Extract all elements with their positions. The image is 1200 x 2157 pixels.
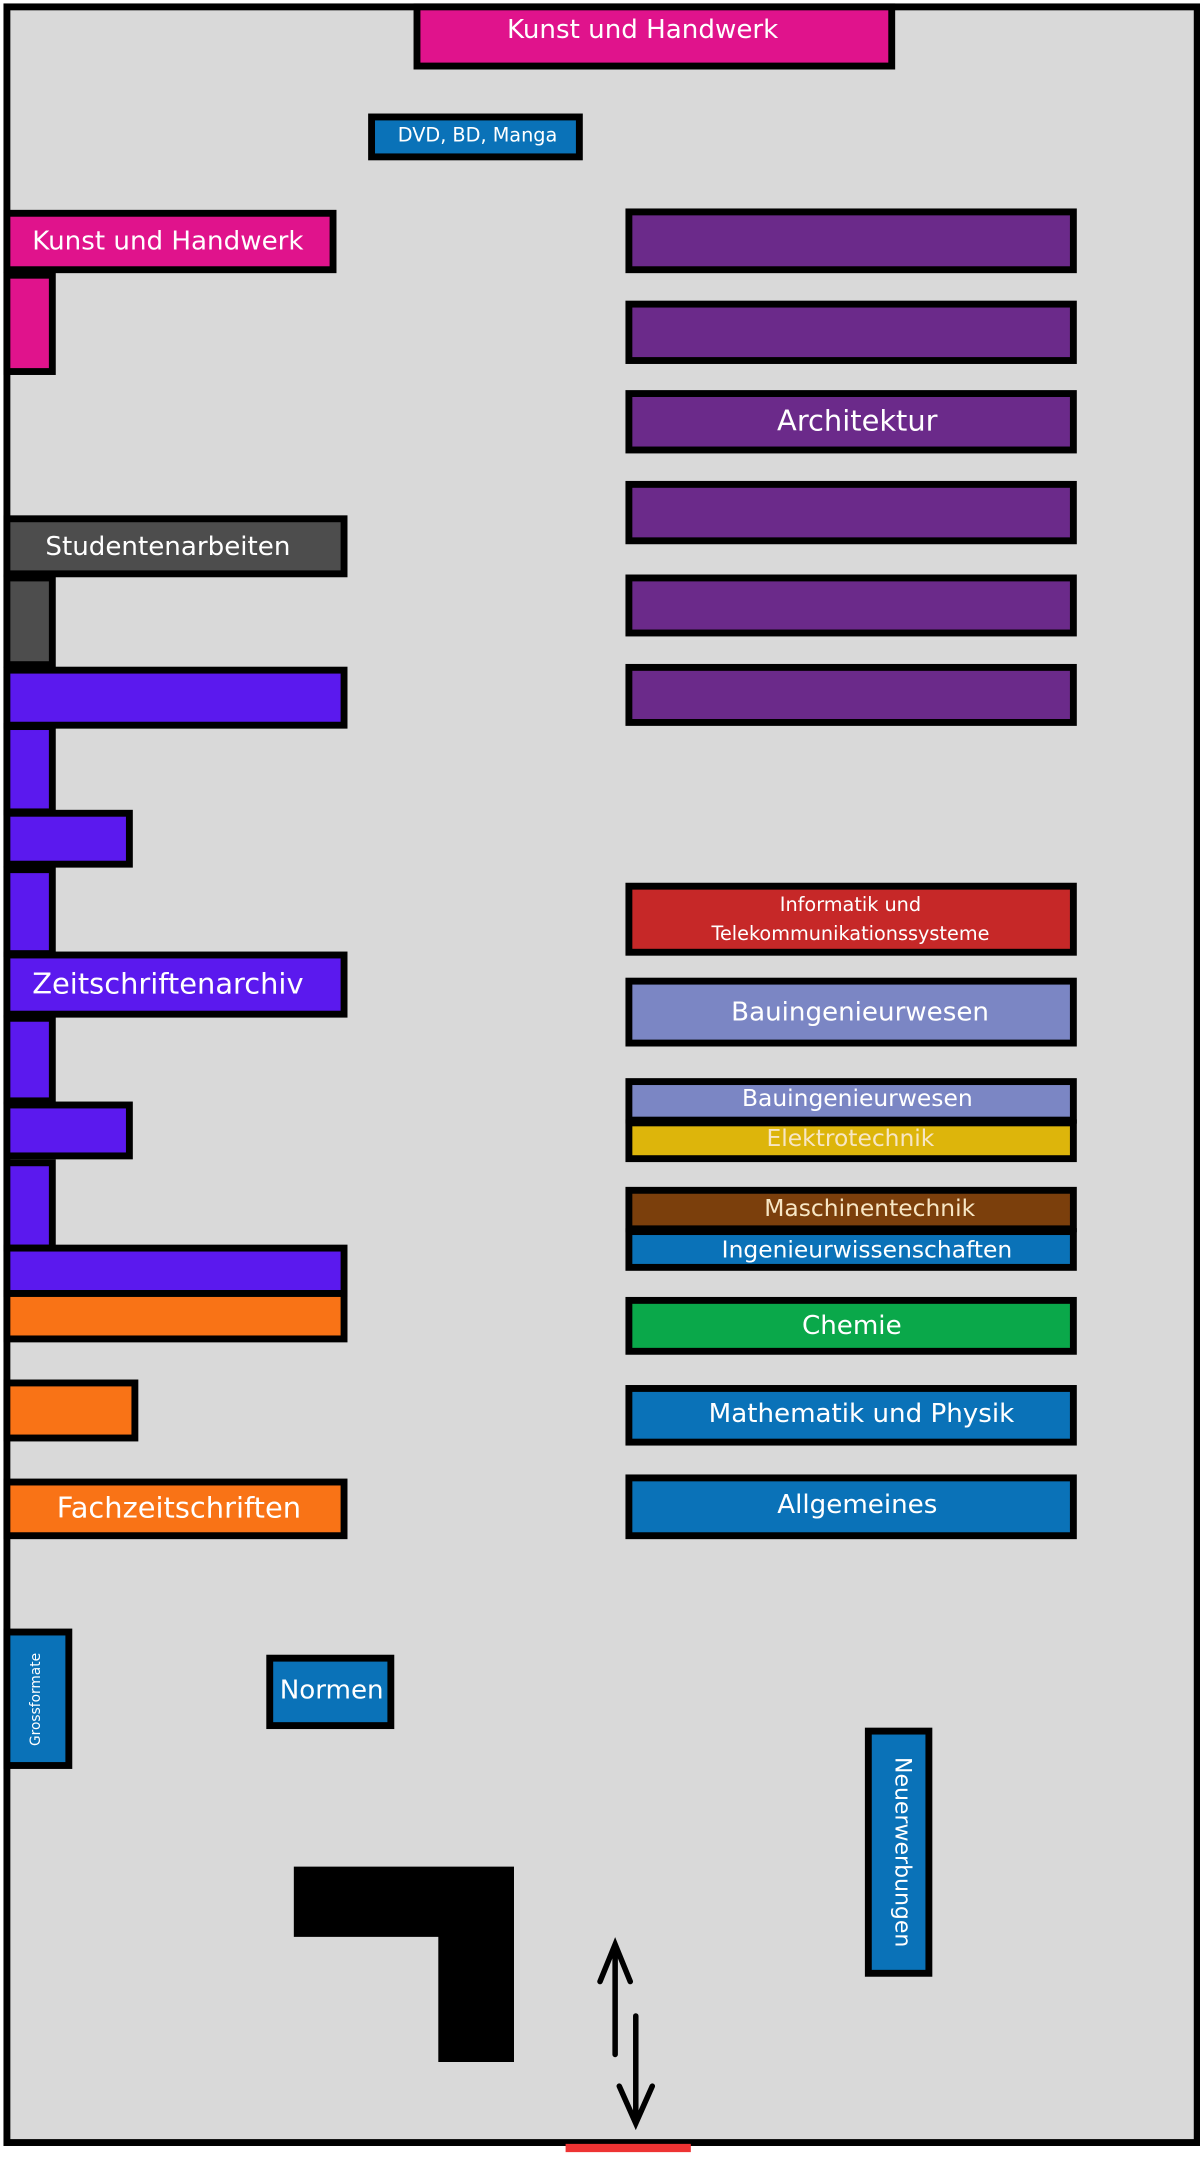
shelf [625,208,1077,274]
shelf-label: Grossformate [28,1653,44,1746]
shelf-label: Maschinentechnik [764,1194,975,1222]
shelf-label: Zeitschriftenarchiv [32,966,303,1000]
shelf [3,271,56,375]
shelf-label: DVD, BD, Manga [398,124,558,147]
shelf [3,209,337,274]
shelf [413,3,896,70]
shelf [3,666,348,729]
shelf [625,480,1077,545]
shelf [3,574,56,669]
journal-archive-shelves [3,666,348,1297]
shelf-label: Chemie [802,1311,902,1341]
shelf [625,1119,1077,1163]
shelf-label: Ingenieurwissenschaften [722,1235,1013,1263]
shelf [625,882,1077,956]
shelf-label: Mathematik und Physik [709,1399,1015,1429]
shelf [3,866,56,958]
shelf [3,951,348,1018]
architecture-shelves [625,208,1077,726]
shelf-label: Bauingenieurwesen [731,997,989,1027]
shelf-label: Fachzeitschriften [57,1491,301,1525]
shelf [3,1379,139,1442]
shelf [3,515,348,578]
shelf [625,390,1077,454]
shelf-label: Elektrotechnik [767,1124,935,1152]
shelf-label: Informatik und [780,893,921,916]
shelf [3,1159,56,1252]
shelf [3,1290,348,1343]
shelf [625,1474,1077,1540]
shelf [625,1228,1077,1271]
entrance-arrows [597,1937,656,2131]
shelf-label: Architektur [777,403,938,437]
desk [293,1866,514,2063]
shelf [3,1014,56,1105]
shelf [266,1654,395,1730]
shelf [625,300,1077,364]
shelf [3,1628,73,1769]
shelf [3,809,133,868]
shelf-label: Kunst und Handwerk [32,227,304,257]
shelf-label: Neuerwerbungen [889,1757,914,1947]
shelf [3,1101,133,1160]
shelf-label: Kunst und Handwerk [507,15,779,45]
shelf [864,1727,933,1977]
shelf-label: Telekommunikationssysteme [710,922,989,945]
shelf [625,1385,1077,1446]
shelf [3,723,56,816]
shelf-label: Allgemeines [777,1490,937,1520]
shelf [368,113,583,161]
arrow-in [597,1937,634,2058]
arrow-out [616,2013,656,2131]
shelf-label: Bauingenieurwesen [742,1084,973,1112]
shelf [3,1478,348,1540]
shelf [625,1296,1077,1355]
shelf [3,1244,348,1297]
shelf-label: Normen [280,1676,384,1706]
shelf [625,663,1077,726]
shelf [625,574,1077,637]
shelf [625,1078,1077,1124]
shelf [625,977,1077,1047]
shelf-label: Studentenarbeiten [45,532,290,562]
